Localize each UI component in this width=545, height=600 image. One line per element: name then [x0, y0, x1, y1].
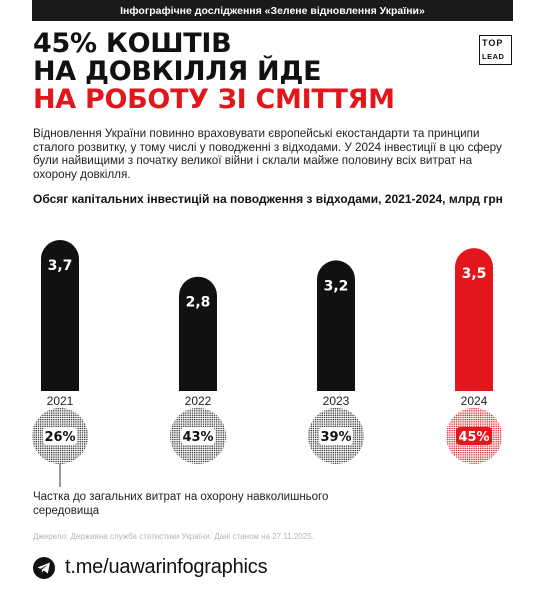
title-line-1: 45% КОШТІВ [33, 28, 232, 59]
description: Відновлення України повинно враховувати … [33, 127, 502, 181]
telegram-link[interactable]: t.me/uawarinfographics [33, 556, 268, 579]
share-label: 43% [182, 430, 213, 445]
telegram-icon [33, 556, 55, 579]
year-label: 2021 [47, 394, 74, 408]
toplead-logo: TOP LEAD [479, 35, 512, 65]
title-line-2: НА ДОВКІЛЛЯ ЙДЕ [33, 56, 322, 87]
telegram-link-text: t.me/uawarinfographics [65, 556, 268, 578]
logo-bottom-text: LEAD [482, 52, 505, 61]
year-label: 2024 [461, 394, 488, 408]
bar-value-label: 3,7 [48, 258, 73, 274]
share-legend: Частка до загальних витрат на охорону на… [33, 491, 329, 517]
header-banner: Інфографічне дослідження «Зелене відновл… [32, 0, 513, 21]
share-label-box [456, 427, 492, 445]
page-title: 45% КОШТІВ НА ДОВКІЛЛЯ ЙДЕ НА РОБОТУ ЗІ … [33, 30, 395, 114]
share-label: 45% [458, 430, 489, 445]
bar-2022 [179, 276, 217, 391]
logo-top-text: TOP [482, 38, 504, 48]
share-label-box [181, 427, 215, 445]
share-label-box [43, 427, 77, 445]
bar-2023 [317, 260, 355, 391]
share-label-box [319, 427, 353, 445]
bar-chart: 3,7 2021 26% 2,8 2022 43% 3,2 2023 39% 3,5 2024 45% [32, 240, 502, 487]
share-label: 26% [44, 430, 75, 445]
title-highlight: НА РОБОТУ ЗІ СМІТТЯМ [33, 84, 395, 115]
bar-value-label: 2,8 [186, 295, 211, 311]
bar-2024 [455, 248, 493, 391]
bar-value-label: 3,2 [324, 278, 349, 294]
share-label: 39% [320, 430, 351, 445]
bar-value-label: 3,5 [462, 266, 487, 282]
year-label: 2023 [323, 394, 350, 408]
source-note: Джерело: Державна служба статистики Укра… [33, 532, 314, 541]
bar-2021 [41, 240, 79, 391]
year-label: 2022 [185, 394, 212, 408]
chart-title: Обсяг капітальних інвестицій на поводжен… [33, 192, 503, 206]
